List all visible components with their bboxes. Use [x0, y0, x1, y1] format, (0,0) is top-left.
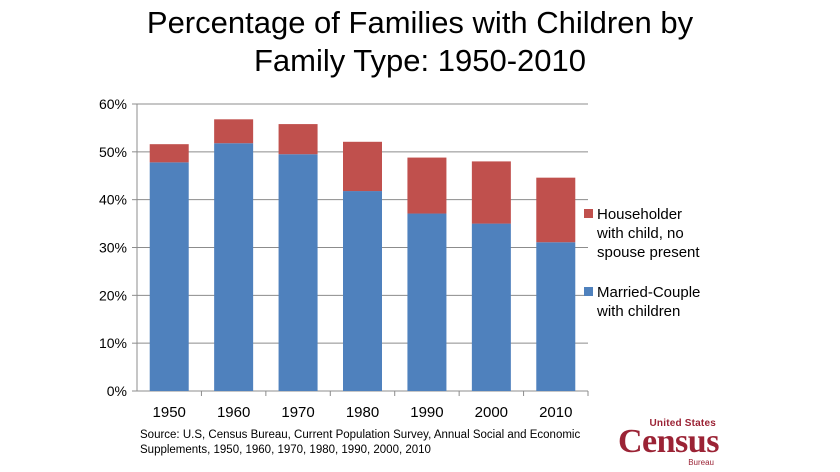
x-tick-label: 2000 — [475, 404, 508, 421]
y-tick-label: 60% — [99, 96, 127, 112]
bar-householder-no-spouse — [536, 177, 576, 243]
y-tick-label: 20% — [99, 287, 127, 303]
legend-swatch-married — [584, 287, 593, 296]
bar-married-couple — [471, 223, 511, 391]
source-note: Source: U.S, Census Bureau, Current Popu… — [140, 429, 581, 456]
logo-top-text: United States — [649, 418, 716, 429]
bar-householder-no-spouse — [471, 161, 511, 224]
bar-married-couple — [536, 242, 576, 391]
x-tick-label: 2010 — [539, 404, 572, 421]
bar-married-couple — [407, 213, 447, 391]
x-tick-label: 1970 — [281, 404, 314, 421]
bar-householder-no-spouse — [214, 119, 254, 144]
chart-title: Percentage of Families with Children by … — [0, 4, 840, 80]
legend-label: Married-Couple — [597, 284, 700, 301]
y-tick-label: 0% — [107, 383, 127, 399]
legend-label: spouse present — [597, 244, 700, 261]
y-tick-label: 10% — [99, 335, 127, 351]
census-bureau-logo: United States Census Bureau — [612, 418, 720, 468]
legend-label: with child, no — [596, 225, 684, 242]
bar-married-couple — [343, 191, 382, 391]
bar-householder-no-spouse — [278, 124, 318, 155]
bar-householder-no-spouse — [343, 141, 382, 192]
y-tick-label: 50% — [99, 144, 127, 160]
bar-householder-no-spouse — [407, 157, 447, 214]
logo-main-text: Census — [618, 423, 719, 460]
x-tick-label: 1960 — [217, 404, 250, 421]
legend-label: with children — [596, 303, 680, 320]
bar-married-couple — [214, 143, 254, 391]
bar-householder-no-spouse — [149, 144, 189, 163]
legend-label: Householder — [597, 206, 682, 223]
x-tick-label: 1990 — [410, 404, 443, 421]
x-tick-label: 1980 — [346, 404, 379, 421]
logo-bottom-text: Bureau — [688, 458, 714, 467]
y-tick-label: 40% — [99, 192, 127, 208]
bar-married-couple — [149, 162, 189, 391]
chart-title-line-2: Family Type: 1950-2010 — [253, 43, 586, 78]
legend-swatch-householder — [584, 209, 593, 218]
bar-married-couple — [278, 154, 318, 391]
chart-title-line-1: Percentage of Families with Children by — [146, 5, 694, 40]
y-tick-label: 30% — [99, 240, 127, 256]
x-tick-label: 1950 — [153, 404, 186, 421]
